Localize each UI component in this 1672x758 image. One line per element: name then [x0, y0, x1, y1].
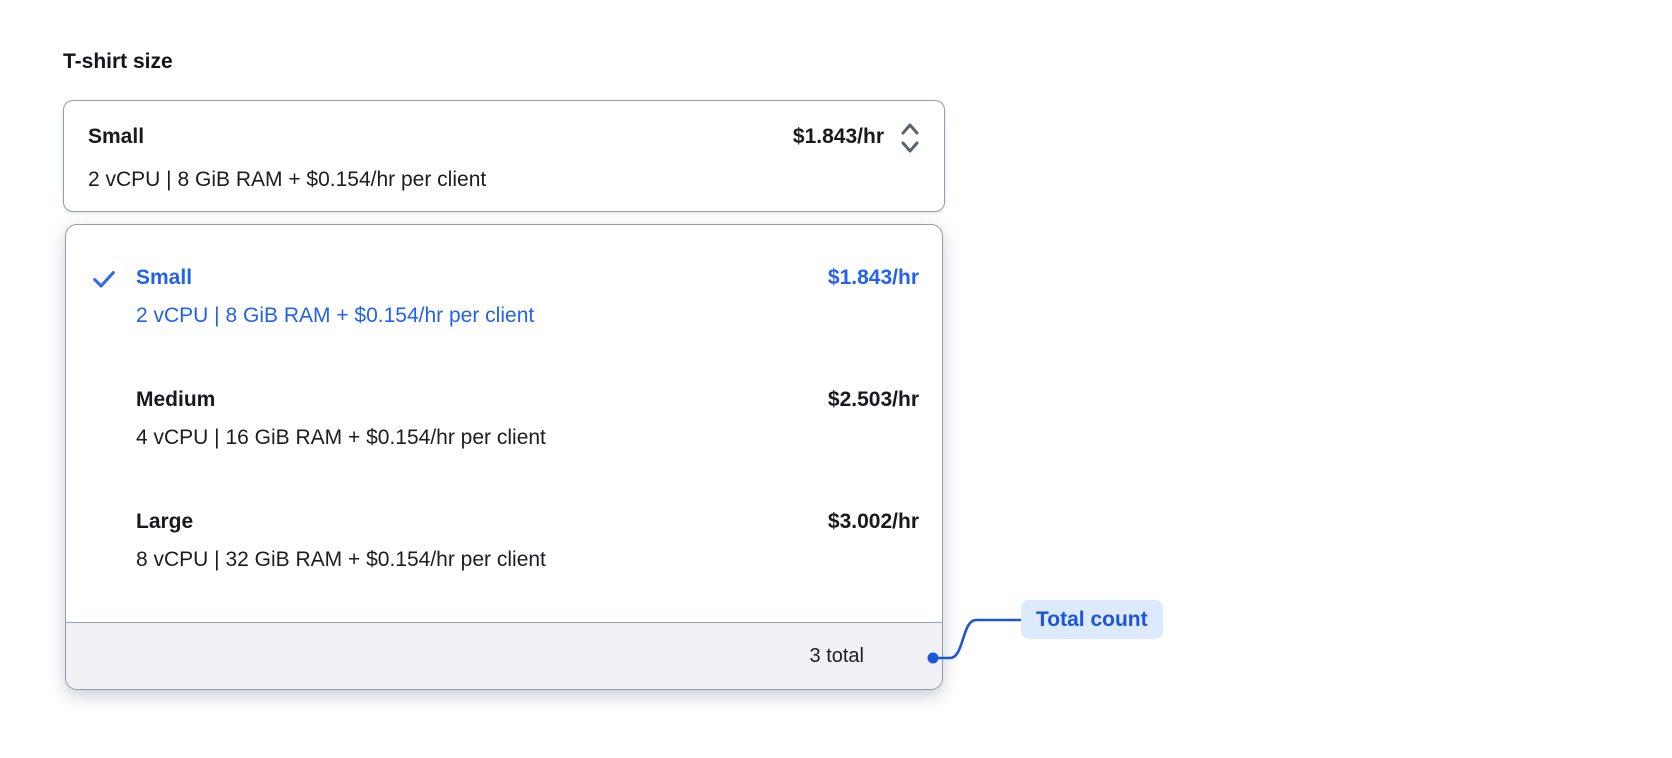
- annotation-label: Total count: [1021, 600, 1163, 639]
- option-name: Large: [136, 510, 194, 533]
- option-large[interactable]: Large $3.002/hr 8 vCPU | 32 GiB RAM + $0…: [136, 493, 919, 589]
- option-medium[interactable]: Medium $2.503/hr 4 vCPU | 16 GiB RAM + $…: [136, 371, 919, 467]
- option-desc: 2 vCPU | 8 GiB RAM + $0.154/hr per clien…: [136, 304, 535, 327]
- size-dropdown: Small $1.843/hr 2 vCPU | 8 GiB RAM + $0.…: [65, 224, 943, 690]
- selected-option-desc: 2 vCPU | 8 GiB RAM + $0.154/hr per clien…: [88, 168, 487, 191]
- option-desc: 8 vCPU | 32 GiB RAM + $0.154/hr per clie…: [136, 548, 546, 571]
- option-small[interactable]: Small $1.843/hr 2 vCPU | 8 GiB RAM + $0.…: [93, 249, 919, 345]
- selected-option-name: Small: [88, 125, 145, 148]
- option-name: Small: [136, 266, 193, 289]
- option-price: $1.843/hr: [827, 266, 919, 289]
- option-desc: 4 vCPU | 16 GiB RAM + $0.154/hr per clie…: [136, 426, 546, 449]
- dropdown-footer: 3 total: [66, 622, 942, 689]
- tshirt-size-label: T-shirt size: [63, 50, 173, 73]
- check-icon: [93, 271, 115, 288]
- option-price: $2.503/hr: [827, 388, 919, 411]
- total-count: 3 total: [809, 644, 864, 667]
- option-price: $3.002/hr: [827, 510, 919, 533]
- option-name: Medium: [136, 388, 216, 411]
- size-select-trigger[interactable]: Small $1.843/hr 2 vCPU | 8 GiB RAM + $0.…: [63, 100, 945, 212]
- selected-option-price: $1.843/hr: [792, 125, 884, 148]
- chevron-up-down-icon: [901, 123, 919, 153]
- options-list: Small $1.843/hr 2 vCPU | 8 GiB RAM + $0.…: [66, 225, 942, 622]
